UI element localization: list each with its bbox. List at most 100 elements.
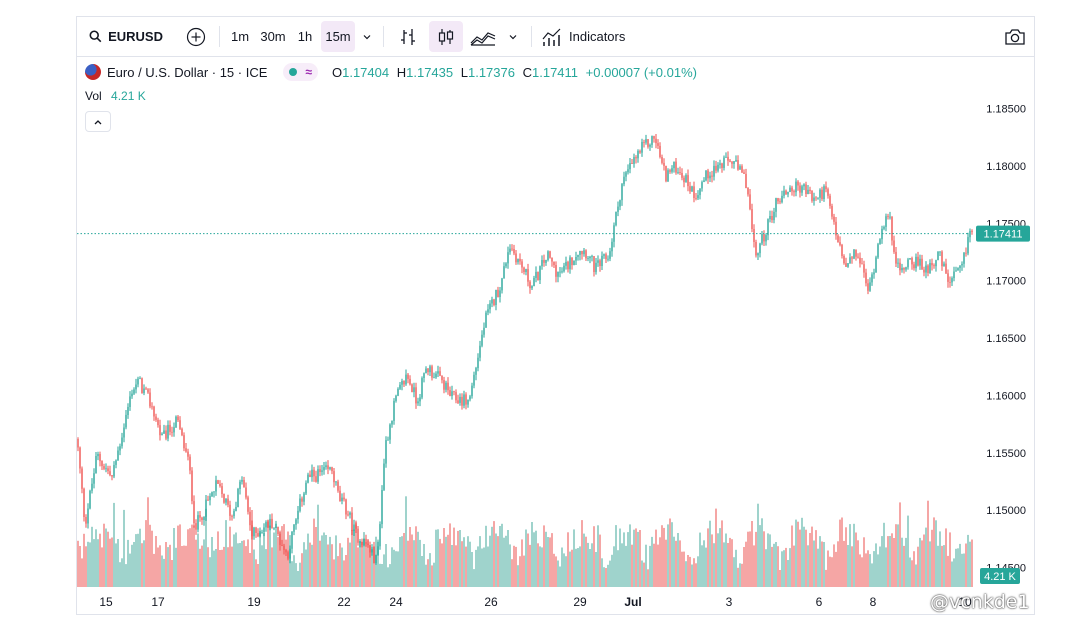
candles-style-button[interactable] (429, 21, 463, 52)
candle-body (407, 374, 409, 379)
candle-body (167, 424, 169, 439)
candle-body (453, 391, 455, 393)
candle-body (429, 366, 431, 373)
volume-bar (655, 529, 657, 587)
chart-type-dropdown-button[interactable] (503, 21, 523, 52)
candle-body (743, 172, 745, 174)
volume-bar (329, 536, 331, 587)
candle-body (329, 467, 331, 469)
interval-30m-button[interactable]: 30m (260, 29, 286, 44)
volume-bar (539, 546, 541, 587)
candle-body (473, 374, 475, 386)
bar-style-button[interactable] (393, 21, 423, 52)
watermark: @vcnkde1 (930, 591, 1030, 613)
volume-bar (633, 529, 635, 587)
volume-bar (443, 528, 445, 587)
volume-bar (891, 533, 893, 587)
candle-body (609, 251, 611, 259)
volume-bar (391, 547, 393, 587)
candle-body (179, 420, 181, 429)
candle-body (575, 257, 577, 261)
volume-bar (201, 545, 203, 587)
volume-bar (363, 532, 365, 587)
volume-bar (585, 536, 587, 587)
volume-bar (383, 554, 385, 587)
compare-symbol-button[interactable] (182, 21, 210, 52)
time-tick-label: 29 (573, 595, 587, 609)
candle-body (133, 389, 135, 394)
volume-bar (825, 569, 827, 587)
volume-bar (339, 543, 341, 587)
candle-body (657, 143, 659, 146)
candle-body (293, 524, 295, 532)
candle-body (223, 494, 225, 503)
volume-bar (837, 541, 839, 587)
area-style-button[interactable] (467, 21, 499, 52)
interval-1h-button[interactable]: 1h (297, 29, 313, 44)
interval-dropdown-button[interactable] (357, 21, 377, 52)
volume-bar (761, 518, 763, 587)
collapse-legend-button[interactable] (85, 111, 111, 132)
volume-bar (421, 556, 423, 587)
volume-bar (511, 559, 513, 587)
price-chart[interactable]: 1.185001.180001.175001.170001.165001.160… (77, 17, 1034, 614)
candle-body (213, 491, 215, 493)
volume-bar (579, 546, 581, 587)
indicators-icon (542, 28, 561, 46)
volume-bar (597, 525, 599, 587)
candle-body (251, 525, 253, 537)
symbol-search-button[interactable]: EURUSD (83, 21, 163, 52)
volume-bar (129, 553, 131, 587)
time-tick-label: 22 (337, 595, 351, 609)
volume-bar (495, 533, 497, 587)
volume-bar (449, 523, 451, 587)
chevron-down-icon (363, 34, 371, 39)
snapshot-button[interactable] (1001, 21, 1029, 52)
price-axis[interactable]: 1.185001.180001.175001.170001.165001.160… (986, 104, 1026, 575)
candle-body (415, 387, 417, 404)
volume-bar (719, 528, 721, 587)
interval-1m-button[interactable]: 1m (230, 29, 250, 44)
candle-body (611, 241, 613, 252)
candle-body (219, 483, 221, 487)
volume-bar (447, 534, 449, 587)
volume-bar (481, 548, 483, 587)
volume-bar (247, 539, 249, 587)
candle-body (489, 303, 491, 310)
candle-body (801, 186, 803, 193)
candle-body (945, 263, 947, 274)
volume-bar (251, 510, 253, 587)
market-status-badge[interactable]: ≈ (283, 63, 318, 81)
time-axis[interactable]: 15 17 19 22 24 26 29 Jul 3 6 8 10 (99, 595, 972, 609)
candle-body (409, 378, 411, 385)
plus-circle-icon (186, 27, 206, 46)
candle-body (541, 260, 543, 267)
candle-body (859, 257, 861, 264)
indicators-button[interactable]: Indicators (541, 21, 641, 52)
candle-body (129, 396, 131, 407)
volume-bar (193, 525, 195, 587)
toolbar-divider (383, 26, 384, 47)
candle-body (513, 249, 515, 254)
candle-body (767, 219, 769, 236)
volume-bar (345, 555, 347, 587)
volume-bar (553, 553, 555, 587)
change-value: +0.00007 (+0.01%) (585, 64, 697, 80)
volume-bar (245, 546, 247, 587)
volume-bar (125, 564, 127, 587)
candle-body (501, 278, 503, 291)
interval-15m-button[interactable]: 15m (321, 21, 355, 52)
candle-body (341, 497, 343, 502)
volume-bar (399, 537, 401, 587)
candle-body (815, 197, 817, 199)
candle-body (181, 428, 183, 436)
candle-body (669, 170, 671, 172)
candle-body (417, 401, 419, 404)
candle-body (907, 259, 909, 268)
volume-bar (491, 526, 493, 587)
candle-body (931, 263, 933, 266)
candle-body (703, 180, 705, 182)
candle-body (125, 414, 127, 428)
volume-bar (137, 533, 139, 587)
candle-body (515, 253, 517, 263)
